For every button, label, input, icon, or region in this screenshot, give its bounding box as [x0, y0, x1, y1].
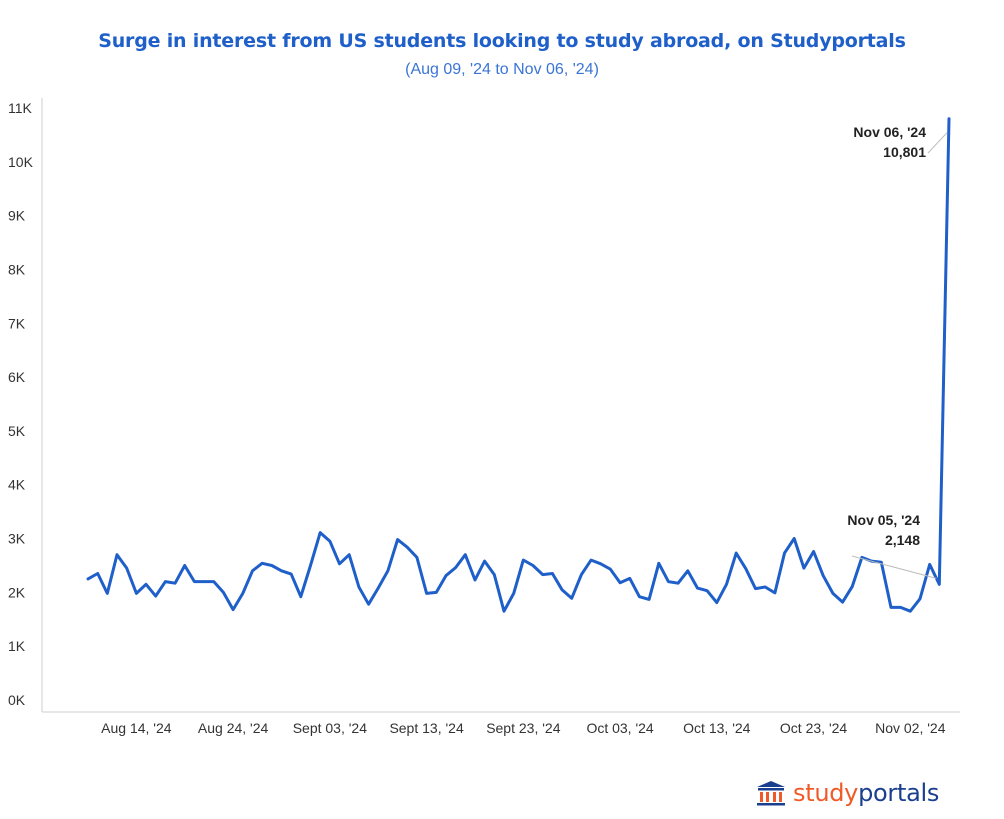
- annotation-nov06-date: Nov 06, '24: [853, 124, 926, 140]
- x-tick-label: Sept 23, '24: [486, 720, 561, 736]
- y-tick-label: 8K: [8, 261, 26, 277]
- y-tick-label: 9K: [8, 208, 26, 224]
- building-columns-icon: [757, 781, 785, 806]
- y-tick-label: 3K: [8, 531, 26, 547]
- y-tick-label: 5K: [8, 423, 26, 439]
- x-tick-label: Sept 03, '24: [293, 720, 368, 736]
- y-tick-label: 2K: [8, 584, 26, 600]
- y-tick-label: 10K: [8, 154, 34, 170]
- x-tick-label: Aug 24, '24: [198, 720, 269, 736]
- annotation-nov06-leader: [927, 132, 948, 154]
- annotation-nov05-leader: [851, 555, 937, 579]
- y-tick-label: 11K: [8, 100, 33, 116]
- x-tick-label: Aug 14, '24: [101, 720, 172, 736]
- x-tick-label: Sept 13, '24: [389, 720, 464, 736]
- annotation-nov06-value: 10,801: [883, 144, 926, 160]
- y-tick-label: 7K: [8, 315, 26, 331]
- y-axis: 0K 1K 2K 3K 4K 5K 6K 7K 8K 9K 10K 11K: [8, 98, 43, 712]
- y-tick-label: 6K: [8, 369, 26, 385]
- chart-subtitle: (Aug 09, '24 to Nov 06, '24): [405, 61, 599, 78]
- x-axis: Aug 14, '24 Aug 24, '24 Sept 03, '24 Sept 1…: [42, 711, 960, 736]
- x-tick-label: Oct 13, '24: [683, 720, 750, 736]
- chart-title: Surge in interest from US students looki…: [98, 30, 906, 52]
- y-tick-label: 1K: [8, 638, 26, 654]
- y-tick-label: 0K: [8, 692, 26, 708]
- x-tick-label: Oct 23, '24: [780, 720, 847, 736]
- studyportals-logo: studyportals: [756, 776, 939, 810]
- annotation-nov05-date: Nov 05, '24: [847, 512, 920, 528]
- logo-text-study: study: [793, 779, 859, 807]
- annotations: Nov 06, '24 10,801 Nov 05, '24 2,148: [847, 124, 948, 579]
- y-tick-label: 4K: [8, 477, 26, 493]
- x-tick-label: Oct 03, '24: [586, 720, 653, 736]
- logo-wordmark: studyportals: [793, 779, 939, 807]
- annotation-nov05-value: 2,148: [885, 532, 920, 548]
- series-group: [86, 117, 951, 613]
- logo-text-portals: portals: [858, 779, 940, 807]
- series-line: [86, 117, 951, 613]
- x-tick-label: Nov 02, '24: [875, 720, 946, 736]
